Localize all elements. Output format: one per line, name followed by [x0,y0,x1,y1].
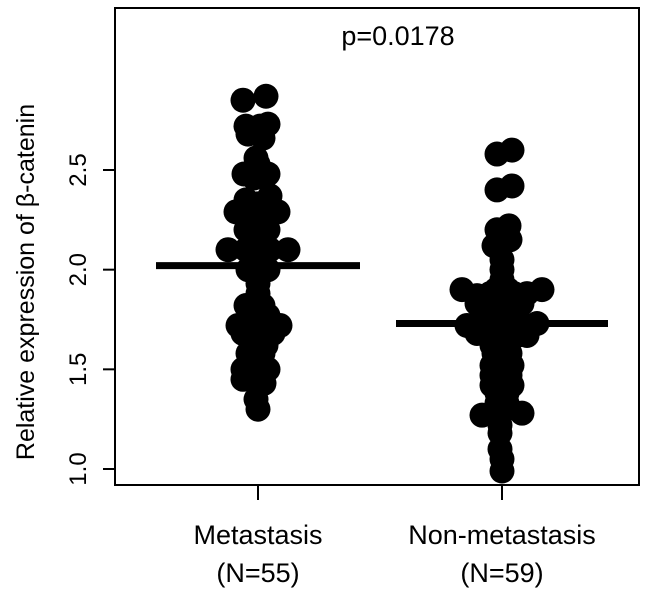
plot-frame [114,7,640,486]
data-point [499,137,525,163]
data-point [257,237,283,263]
data-point [241,165,267,191]
mean-lines [156,262,608,327]
data-point [230,87,256,113]
data-point [529,277,555,303]
y-tick-label: 1.5 [65,353,92,386]
data-point [487,436,513,462]
data-points [215,83,555,484]
data-point [499,173,525,199]
data-point [509,400,535,426]
x-tick-count-label: (N=59) [460,558,543,588]
y-axis: 1.0 1.5 2.0 2.5 [65,153,116,486]
data-point [497,227,523,253]
x-tick-label: Metastasis [193,520,322,550]
data-point [215,237,241,263]
y-tick-label: 1.0 [65,452,92,485]
x-tick-count-label: (N=55) [216,558,299,588]
data-point [250,125,276,151]
data-point [489,458,515,484]
data-point [245,396,271,422]
p-value-annotation: p=0.0178 [341,21,454,51]
data-point [514,322,540,348]
data-point [275,237,301,263]
data-point [253,83,279,109]
x-tick-label: Non-metastasis [408,520,596,550]
y-tick-label: 2.0 [65,253,92,286]
y-axis-label: Relative expression of β-catenin [12,104,40,460]
x-axis: Metastasis (N=55) Non-metastasis (N=59) [193,485,596,588]
y-tick-label: 2.5 [65,153,92,186]
